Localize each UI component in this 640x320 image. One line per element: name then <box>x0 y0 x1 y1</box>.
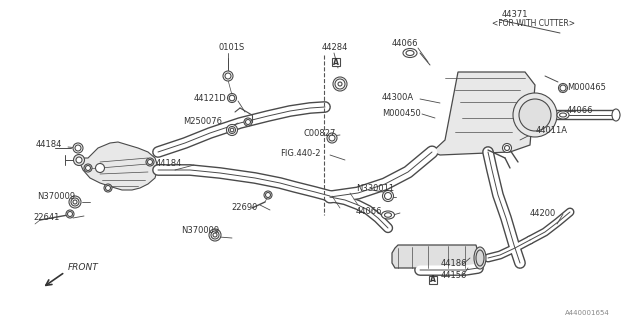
Circle shape <box>560 85 566 91</box>
Polygon shape <box>392 245 478 268</box>
Circle shape <box>66 210 74 218</box>
Circle shape <box>559 84 568 92</box>
Text: A440001654: A440001654 <box>565 310 610 316</box>
Circle shape <box>104 184 112 192</box>
Text: 22690: 22690 <box>231 203 257 212</box>
Circle shape <box>335 79 345 89</box>
Circle shape <box>519 99 551 131</box>
Ellipse shape <box>612 109 620 121</box>
Ellipse shape <box>559 113 566 117</box>
Text: M000465: M000465 <box>567 83 606 92</box>
Text: M000450: M000450 <box>382 108 420 117</box>
Circle shape <box>502 143 511 153</box>
Circle shape <box>329 135 335 141</box>
Text: 44184: 44184 <box>36 140 62 148</box>
Text: A: A <box>333 58 339 67</box>
Circle shape <box>246 119 250 124</box>
Circle shape <box>264 191 272 199</box>
Text: N370009: N370009 <box>181 226 219 235</box>
Circle shape <box>86 165 90 171</box>
Circle shape <box>383 190 394 202</box>
Circle shape <box>95 164 104 172</box>
Circle shape <box>327 133 337 143</box>
Text: 44066: 44066 <box>392 38 419 47</box>
Text: 44156: 44156 <box>441 270 467 279</box>
Circle shape <box>73 200 77 204</box>
Ellipse shape <box>403 49 417 58</box>
Text: 44011A: 44011A <box>536 125 568 134</box>
Circle shape <box>338 82 342 86</box>
Text: 44284: 44284 <box>322 43 348 52</box>
Text: 44300A: 44300A <box>382 92 414 101</box>
Circle shape <box>67 212 72 217</box>
Circle shape <box>76 157 82 163</box>
FancyBboxPatch shape <box>429 276 437 284</box>
Circle shape <box>229 95 235 101</box>
Circle shape <box>227 124 237 135</box>
Circle shape <box>223 71 233 81</box>
Text: 44066: 44066 <box>356 206 383 215</box>
Text: 44184: 44184 <box>156 158 182 167</box>
Circle shape <box>230 128 234 132</box>
Polygon shape <box>432 72 535 155</box>
Text: N330011: N330011 <box>356 183 394 193</box>
Circle shape <box>75 145 81 151</box>
Ellipse shape <box>476 250 484 266</box>
Circle shape <box>333 77 347 91</box>
Ellipse shape <box>557 111 569 119</box>
Circle shape <box>211 231 219 239</box>
Text: 44121D: 44121D <box>194 93 227 102</box>
Circle shape <box>244 118 252 126</box>
Ellipse shape <box>385 213 392 217</box>
Text: C00827: C00827 <box>303 129 335 138</box>
Polygon shape <box>80 142 158 190</box>
Text: M250076: M250076 <box>183 116 222 125</box>
Circle shape <box>227 93 237 102</box>
Ellipse shape <box>474 247 486 269</box>
Text: 44371: 44371 <box>502 10 529 19</box>
Text: FRONT: FRONT <box>68 263 99 273</box>
Text: A: A <box>430 276 436 284</box>
FancyBboxPatch shape <box>332 58 340 66</box>
Circle shape <box>385 193 392 199</box>
Circle shape <box>73 143 83 153</box>
Circle shape <box>228 126 236 133</box>
Circle shape <box>106 186 111 190</box>
Circle shape <box>74 155 84 165</box>
Text: 0101S: 0101S <box>218 43 244 52</box>
Circle shape <box>266 193 271 197</box>
Ellipse shape <box>406 51 414 55</box>
Circle shape <box>213 233 217 237</box>
Text: 44200: 44200 <box>530 209 556 218</box>
Circle shape <box>146 158 154 166</box>
Circle shape <box>209 229 221 241</box>
Circle shape <box>504 146 509 150</box>
Circle shape <box>69 196 81 208</box>
Circle shape <box>84 164 92 172</box>
Circle shape <box>147 159 152 164</box>
Ellipse shape <box>381 211 394 219</box>
Text: N370009: N370009 <box>37 191 75 201</box>
Text: 22641: 22641 <box>33 212 60 221</box>
Text: FIG.440-2: FIG.440-2 <box>280 148 321 157</box>
Circle shape <box>513 93 557 137</box>
Circle shape <box>225 73 231 79</box>
Text: 44066: 44066 <box>567 106 593 115</box>
Text: 44186: 44186 <box>441 259 467 268</box>
Circle shape <box>71 198 79 206</box>
Text: <FOR WITH CUTTER>: <FOR WITH CUTTER> <box>492 19 575 28</box>
